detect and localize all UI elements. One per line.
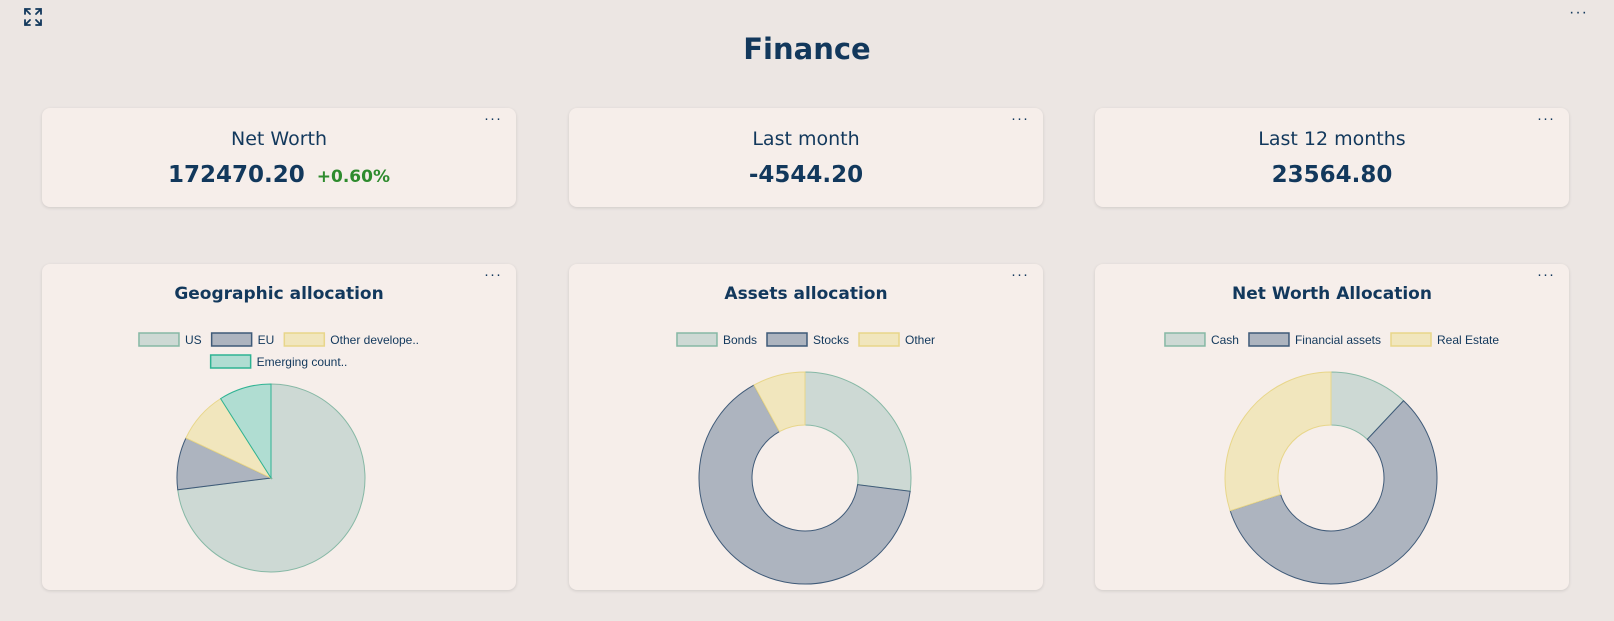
kpi-card-last-12-months: ··· Last 12 months 23564.80	[1095, 108, 1569, 207]
card-menu-button[interactable]: ···	[484, 110, 502, 127]
legend-item-financial-assets[interactable]: Financial assets	[1248, 332, 1381, 347]
legend-label: EU	[258, 333, 275, 347]
card-menu-button[interactable]: ···	[484, 266, 502, 283]
legend-label: Other develope..	[330, 333, 419, 347]
legend-item-other-develope[interactable]: Other develope..	[283, 332, 419, 347]
slice-bonds[interactable]	[804, 371, 912, 492]
kpi-value: 23564.80	[1271, 162, 1393, 188]
legend-label: Financial assets	[1295, 333, 1381, 347]
kpi-card-net-worth: ··· Net Worth 172470.20 +0.60%	[42, 108, 516, 207]
legend-label: Real Estate	[1437, 333, 1499, 347]
chart-title: Geographic allocation	[174, 284, 384, 304]
legend-item-bonds[interactable]: Bonds	[676, 332, 757, 347]
legend-item-cash[interactable]: Cash	[1164, 332, 1239, 347]
legend-item-real-estate[interactable]: Real Estate	[1390, 332, 1499, 347]
assets-donut-chart: Bonds Stocks Other	[676, 332, 935, 585]
chart-card-assets: ··· Assets allocation Bonds Stocks Other	[569, 264, 1043, 590]
chart-card-geographic: ··· Geographic allocation US EU Other deve…	[42, 264, 516, 590]
legend-item-stocks[interactable]: Stocks	[766, 332, 849, 347]
chart-card-net-worth-allocation: ··· Net Worth Allocation Cash Financial a…	[1095, 264, 1569, 590]
legend-label: Other	[905, 333, 935, 347]
legend-label: US	[185, 333, 202, 347]
slice-real-estate[interactable]	[1224, 371, 1332, 512]
page-title: Finance	[743, 32, 871, 66]
chart-title: Net Worth Allocation	[1232, 284, 1432, 304]
card-menu-button[interactable]: ···	[1011, 266, 1029, 283]
card-menu-button[interactable]: ···	[1537, 266, 1555, 283]
geographic-pie-chart: US EU Other develope.. Emerging count..	[138, 332, 419, 573]
slice-other[interactable]	[753, 371, 806, 433]
legend-swatch	[1390, 332, 1432, 347]
card-menu-button[interactable]: ···	[1011, 110, 1029, 127]
slice-emerging-count[interactable]	[219, 383, 272, 480]
slice-stocks[interactable]	[698, 384, 911, 585]
kpi-delta: +0.60%	[316, 167, 390, 187]
legend-swatch	[138, 332, 180, 347]
legend-item-eu[interactable]: EU	[210, 332, 275, 347]
slice-financial-assets[interactable]	[1229, 400, 1438, 585]
kpi-title: Last 12 months	[1258, 128, 1406, 150]
card-menu-button[interactable]: ···	[1537, 110, 1555, 127]
kpi-title: Net Worth	[231, 128, 327, 150]
net-worth-donut-chart: Cash Financial assets Real Estate	[1164, 332, 1499, 585]
legend-item-emerging-count[interactable]: Emerging count..	[209, 354, 348, 369]
legend-swatch	[210, 332, 253, 347]
expand-icon[interactable]	[22, 6, 44, 28]
kpi-value: -4544.20	[748, 162, 864, 188]
kpi-card-last-month: ··· Last month -4544.20	[569, 108, 1043, 207]
kpi-title: Last month	[752, 128, 860, 150]
legend-swatch	[766, 332, 808, 347]
legend-swatch	[858, 332, 900, 347]
legend-item-us[interactable]: US	[138, 332, 202, 347]
kpi-value: 172470.20	[168, 162, 305, 188]
legend-label: Cash	[1211, 333, 1239, 347]
legend-swatch	[1248, 332, 1290, 347]
legend-swatch	[1164, 332, 1206, 347]
legend-item-other[interactable]: Other	[858, 332, 935, 347]
legend-swatch	[209, 354, 252, 369]
legend-label: Bonds	[723, 333, 757, 347]
legend-label: Stocks	[813, 333, 849, 347]
legend-label: Emerging count..	[257, 355, 348, 369]
page-menu-button[interactable]: ···	[1569, 4, 1588, 21]
legend-swatch	[283, 332, 326, 347]
chart-title: Assets allocation	[724, 284, 888, 304]
legend-swatch	[676, 332, 718, 347]
